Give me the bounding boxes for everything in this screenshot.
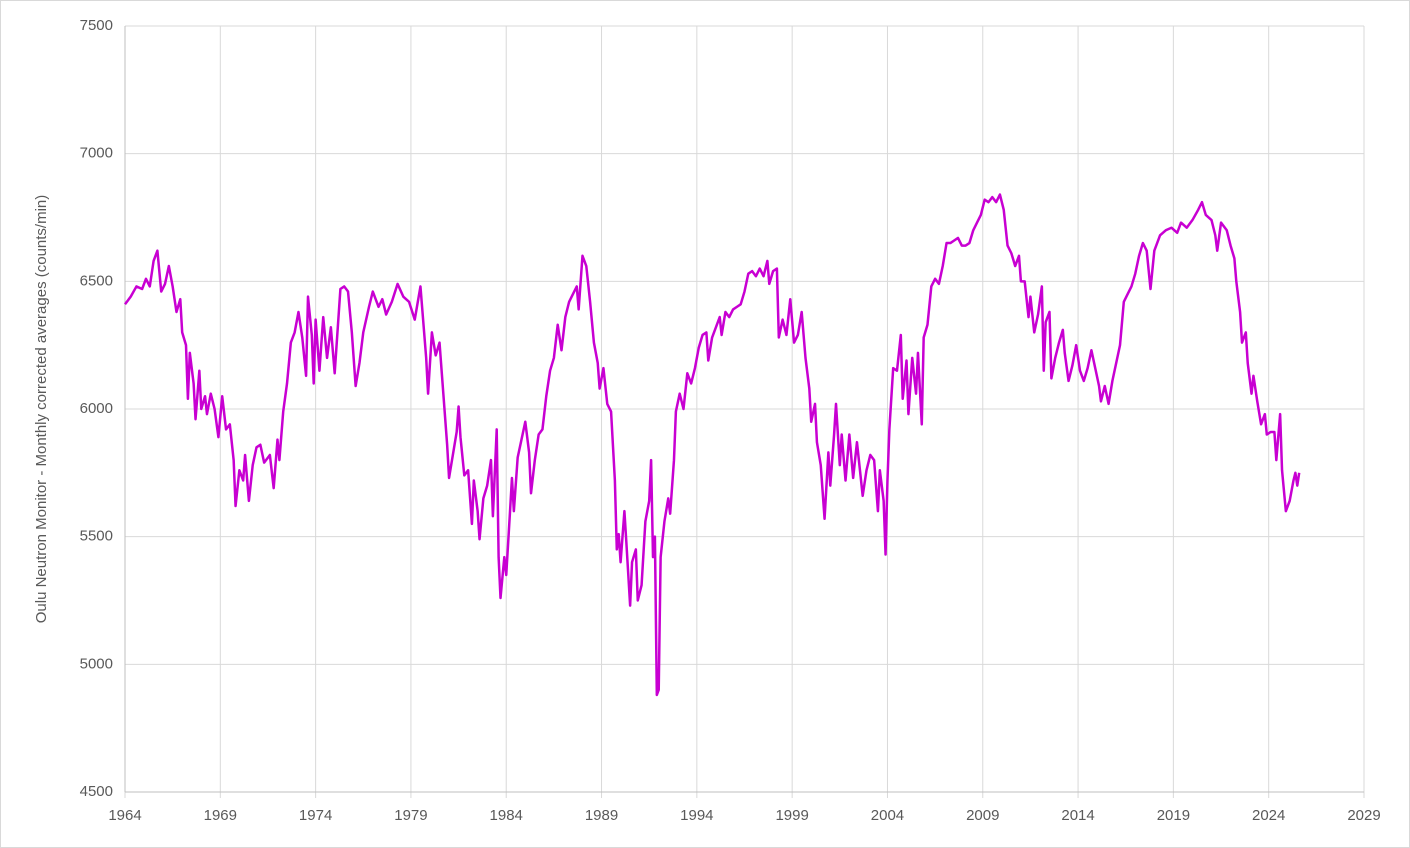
x-tick-label: 1964 (108, 807, 141, 824)
y-tick-label: 4500 (80, 783, 113, 800)
x-tick-label: 1979 (394, 807, 427, 824)
x-tick-label: 2019 (1157, 807, 1190, 824)
x-tick-label: 1999 (775, 807, 808, 824)
y-tick-label: 6500 (80, 272, 113, 289)
y-tick-label: 5000 (80, 655, 113, 672)
y-tick-label: 7000 (80, 145, 113, 162)
x-tick-label: 2004 (871, 807, 904, 824)
x-tick-label: 2009 (966, 807, 999, 824)
data-line (123, 193, 1301, 697)
x-tick-label: 1969 (204, 807, 237, 824)
x-tick-label: 1994 (680, 807, 713, 824)
x-tick-label: 1984 (490, 807, 523, 824)
x-tick-label: 2014 (1061, 807, 1094, 824)
y-tick-label: 5500 (80, 528, 113, 545)
x-tick-label: 1989 (585, 807, 618, 824)
x-tick-label: 2029 (1347, 807, 1380, 824)
x-tick-label: 1974 (299, 807, 332, 824)
y-tick-label: 7500 (80, 17, 113, 34)
x-tick-label: 2024 (1252, 807, 1285, 824)
y-tick-label: 6000 (80, 400, 113, 417)
y-axis-label: Oulu Neutron Monitor - Monthly corrected… (33, 195, 50, 624)
